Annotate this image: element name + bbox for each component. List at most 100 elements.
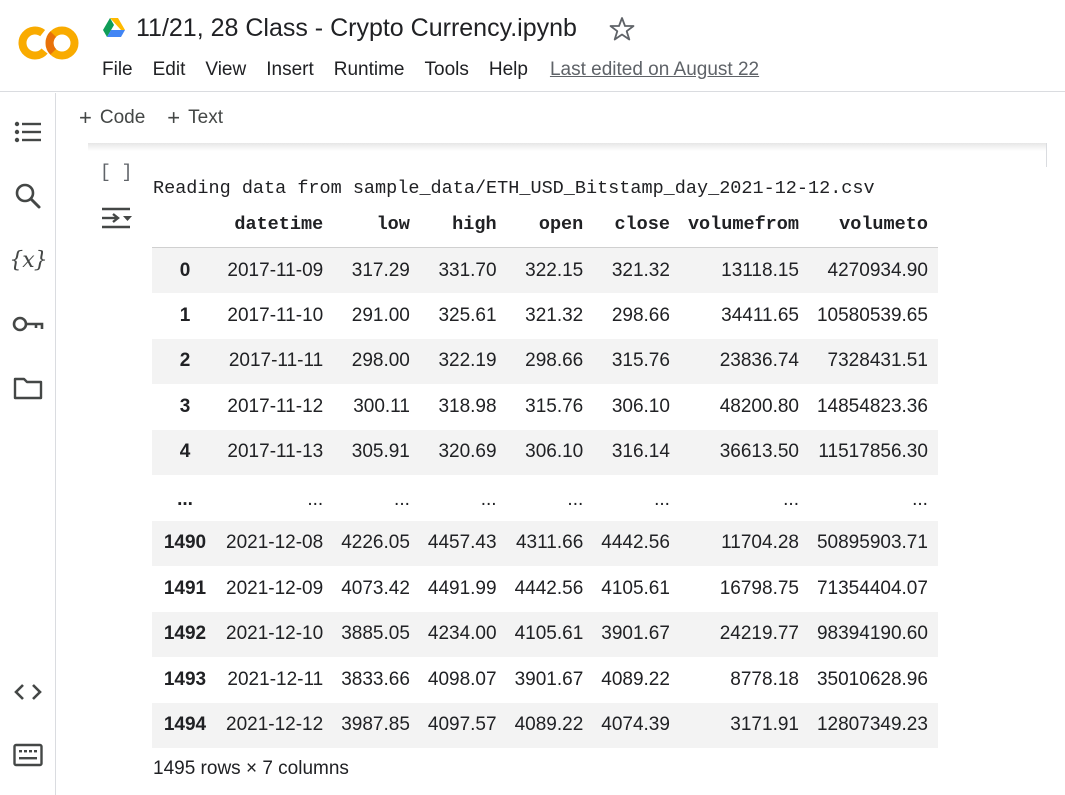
app-header: 11/21, 28 Class - Crypto Currency.ipynb … [0,0,1065,92]
add-text-cell-button[interactable]: + Text [167,107,223,129]
menu-insert[interactable]: Insert [266,59,314,80]
table-cell: 13118.15 [721,259,799,281]
table-cell: 71354404.07 [816,577,928,599]
table-cell: 3901.67 [514,668,584,690]
table-row: 1494 2021-12-12 3987.85 4097.57 4089.22 4074.… [152,702,938,748]
table-cell: 36613.50 [719,441,799,463]
code-snippets-icon [14,684,42,700]
table-cell: ... [307,488,324,510]
table-cell: 315.76 [525,395,584,417]
notebook-title[interactable]: 11/21, 28 Class - Crypto Currency.ipynb [136,14,577,42]
row-index: 1490 [163,532,207,554]
table-cell: 318.98 [438,395,497,417]
table-row: 1490 2021-12-08 4226.05 4457.43 4311.66 4442.… [152,520,938,566]
table-cell: 298.00 [351,350,410,372]
row-index: 1493 [163,668,207,690]
row-index: 0 [179,259,191,281]
table-row: 1491 2021-12-09 4073.42 4491.99 4442.56 4105.… [152,566,938,612]
star-icon[interactable] [608,15,636,43]
table-cell: 291.00 [351,304,410,326]
table-cell: 35010628.96 [816,668,928,690]
table-cell: 4491.99 [427,577,497,599]
table-header-row: datetime low high open close volumefrom … [152,202,938,248]
table-cell: 4089.22 [514,714,584,736]
table-cell: 4226.05 [341,532,410,554]
table-cell: 4457.43 [427,532,497,554]
menu-help[interactable]: Help [488,59,528,80]
table-cell: 298.66 [611,304,670,326]
table-row: 3 2017-11-12 300.11 318.98 315.76 306.10 48200… [152,384,938,430]
column-header-low: low [333,202,420,248]
last-edited-link[interactable]: Last edited on August 22 [549,59,760,80]
row-index: 2 [179,350,191,372]
table-cell: 321.32 [525,304,584,326]
table-cell: 11704.28 [721,532,799,554]
table-cell: 4105.61 [601,577,670,599]
search-button[interactable] [8,176,48,216]
add-code-cell-button[interactable]: + Code [79,107,145,129]
column-header-volumeto: volumeto [808,202,938,248]
menu-runtime[interactable]: Runtime [333,59,405,80]
table-cell: 11517856.30 [818,441,928,463]
table-cell: 14854823.36 [816,395,928,417]
output-actions-icon[interactable] [100,203,134,233]
menu-edit[interactable]: Edit [152,59,186,80]
table-cell: 2021-12-09 [226,577,324,599]
execution-count[interactable]: [ ] [100,163,133,183]
table-cell: 300.11 [353,395,410,417]
table-cell: 4098.07 [427,668,497,690]
table-cell: ... [480,488,497,510]
table-of-contents-button[interactable] [8,112,48,152]
table-cell: 331.70 [438,259,497,281]
table-cell: 2021-12-11 [227,668,324,690]
menu-view[interactable]: View [205,59,247,80]
files-button[interactable] [8,368,48,408]
table-cell: 2017-11-10 [227,304,324,326]
table-cell: 4442.56 [601,532,670,554]
add-code-label: Code [99,107,146,128]
table-cell: 325.61 [438,304,497,326]
table-cell: 298.66 [525,350,584,372]
table-cell: 317.29 [351,259,410,281]
code-snippets-button[interactable] [8,672,48,712]
google-drive-icon[interactable] [102,17,126,39]
terminal-icon [13,743,43,767]
table-of-contents-icon [14,121,41,143]
dataframe-shape: 1495 rows × 7 columns [153,758,349,779]
table-cell: 2021-12-12 [226,714,324,736]
row-index: 4 [179,441,191,463]
menu-tools[interactable]: Tools [424,59,469,80]
table-cell: 3833.66 [341,668,410,690]
column-header-datetime: datetime [218,202,334,248]
table-cell: 2017-11-09 [227,259,324,281]
column-header-index [152,202,218,248]
panel-divider [1046,143,1047,167]
secrets-button[interactable] [8,304,48,344]
menu-file[interactable]: File [102,59,133,80]
terminal-button[interactable] [8,735,48,775]
row-index: ... [177,488,193,510]
table-cell: 24219.77 [719,623,799,645]
variables-button[interactable]: {x} [8,240,48,280]
table-cell: 4097.57 [427,714,497,736]
left-sidebar: {x} [0,93,56,795]
table-cell: 12807349.23 [816,714,928,736]
table-cell: 316.14 [611,441,670,463]
column-header-open: open [506,202,594,248]
table-cell: 306.10 [525,441,584,463]
table-cell: 2021-12-10 [226,623,324,645]
table-cell: 4311.66 [515,532,584,554]
plus-icon: + [79,105,92,130]
table-cell: ... [912,488,928,510]
table-cell: 10580539.65 [816,304,928,326]
colab-logo[interactable] [18,22,80,64]
dataframe-table: datetime low high open close volumefrom … [152,202,938,748]
table-cell: 4234.00 [427,623,497,645]
table-cell: 8778.18 [730,668,799,690]
table-cell: 4270934.90 [827,259,928,281]
table-row: 0 2017-11-09 317.29 331.70 322.15 321.32 13118… [152,247,938,293]
table-row: 1492 2021-12-10 3885.05 4234.00 4105.61 3901.… [152,611,938,657]
table-cell: 305.91 [351,441,410,463]
key-icon [12,316,44,332]
table-row: 4 2017-11-13 305.91 320.69 306.10 316.14 36613… [152,429,938,475]
